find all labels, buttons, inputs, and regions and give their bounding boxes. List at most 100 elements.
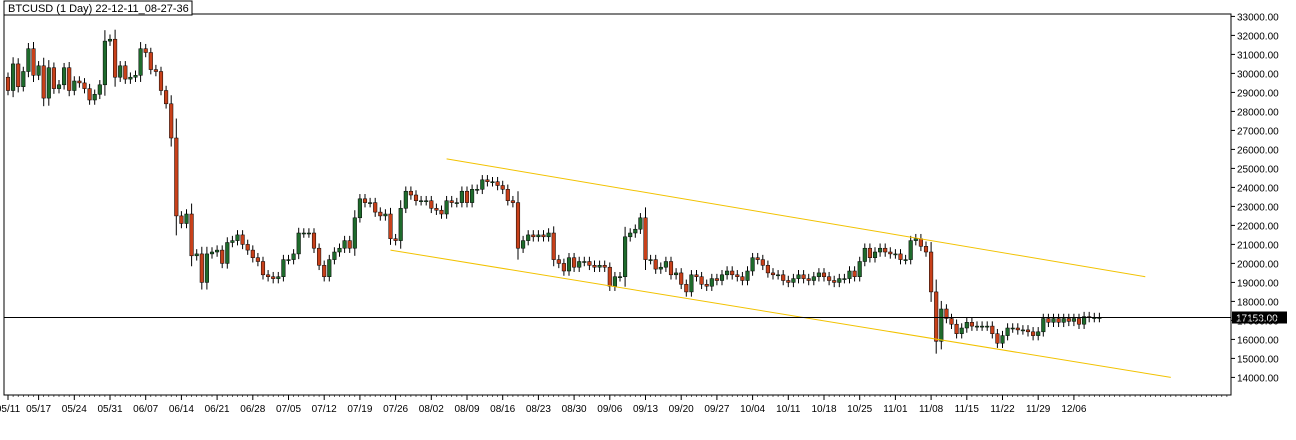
bear-candle <box>735 274 740 277</box>
bull-candle <box>383 213 388 217</box>
bull-candle <box>1082 316 1087 325</box>
bear-candle <box>668 261 674 276</box>
bear-candle <box>643 217 648 260</box>
bear-candle <box>16 63 21 87</box>
bull-candle <box>1010 327 1015 330</box>
bull-candle <box>913 238 918 241</box>
bear-candle <box>730 270 735 276</box>
bear-candle <box>760 259 765 266</box>
bear-candle <box>867 247 872 258</box>
x-tick-label: 08/30 <box>562 404 587 415</box>
x-tick-label: 07/12 <box>312 404 337 415</box>
bear-candle <box>699 276 704 285</box>
bull-candle <box>403 190 408 209</box>
bear-candle <box>51 67 56 89</box>
bull-candle <box>658 266 663 270</box>
bear-candle <box>189 213 194 257</box>
bear-candle <box>531 234 536 238</box>
bear-candle <box>510 200 515 203</box>
bear-candle <box>266 274 271 277</box>
bull-candle <box>470 189 475 203</box>
bear-candle <box>429 200 434 209</box>
bull-candle <box>526 234 531 241</box>
bull-candle <box>194 253 199 257</box>
bear-candle <box>969 322 974 327</box>
bull-candle <box>776 274 781 277</box>
bull-candle <box>352 217 357 249</box>
bear-candle <box>694 274 699 277</box>
bull-candle <box>342 240 347 249</box>
bull-candle <box>689 274 694 293</box>
bull-candle <box>337 247 342 253</box>
bull-candle <box>281 259 286 277</box>
x-tick-label: 09/27 <box>704 404 729 415</box>
bear-candle <box>801 274 806 279</box>
bear-candle <box>373 202 378 213</box>
bull-candle <box>745 270 750 281</box>
bull-candle <box>1071 318 1076 322</box>
x-tick-label: 11/01 <box>883 404 908 415</box>
bear-candle <box>995 333 1000 344</box>
y-tick-label: 20000.00 <box>1237 259 1279 270</box>
bear-candle <box>255 257 260 262</box>
bull-candle <box>368 202 373 204</box>
bull-candle <box>811 276 816 281</box>
bull-candle <box>306 232 311 235</box>
bear-candle <box>1031 331 1036 336</box>
bear-candle <box>500 185 505 190</box>
bull-candle <box>847 270 852 279</box>
bear-candle <box>944 308 949 319</box>
bear-candle <box>770 272 776 276</box>
bear-candle <box>495 181 500 186</box>
bull-candle <box>582 261 587 263</box>
bear-candle <box>515 202 521 249</box>
bear-candle <box>954 323 959 334</box>
bear-candle <box>918 238 923 247</box>
bear-candle <box>31 48 36 76</box>
bull-candle <box>628 232 633 238</box>
bull-candle <box>235 234 240 241</box>
chart-title: BTCUSD (1 Day) 22-12-11_08-27-36 <box>8 3 189 15</box>
bull-candle <box>419 200 424 202</box>
bull-candle <box>1041 318 1046 333</box>
bear-candle <box>740 276 745 281</box>
x-tick-label: 09/06 <box>597 404 622 415</box>
y-tick-label: 18000.00 <box>1237 297 1279 308</box>
bull-candle <box>475 189 480 191</box>
x-tick-label: 10/11 <box>776 404 801 415</box>
bear-candle <box>607 266 612 287</box>
x-tick-label: 11/22 <box>990 404 1015 415</box>
bull-candle <box>577 261 582 268</box>
candles-group <box>5 29 1102 354</box>
bull-candle <box>46 67 51 99</box>
bull-candle <box>674 272 679 276</box>
bear-candle <box>220 249 225 264</box>
bear-candle <box>898 253 903 260</box>
current-price-label-bg <box>1232 311 1287 324</box>
y-tick-label: 29000.00 <box>1237 88 1279 99</box>
x-tick-label: 09/13 <box>633 404 658 415</box>
bear-candle <box>852 270 857 277</box>
bull-candle <box>796 274 801 279</box>
y-tick-label: 24000.00 <box>1237 183 1279 194</box>
bear-candle <box>806 278 811 281</box>
x-tick-label: 11/08 <box>919 404 944 415</box>
y-tick-label: 22000.00 <box>1237 221 1279 232</box>
x-tick-label: 06/07 <box>133 404 158 415</box>
bull-candle <box>327 259 332 277</box>
bear-candle <box>5 76 11 91</box>
bear-candle <box>888 251 893 255</box>
y-tick-label: 21000.00 <box>1237 240 1279 251</box>
bear-candle <box>317 247 322 266</box>
bull-candle <box>939 308 944 342</box>
bear-candle <box>449 200 454 203</box>
bear-candle <box>169 103 174 139</box>
bull-candle <box>459 190 464 203</box>
bull-candle <box>296 232 301 255</box>
bear-candle <box>148 52 153 70</box>
bear-candle <box>923 246 929 253</box>
bull-candle <box>332 251 337 260</box>
bear-candle <box>1056 318 1061 323</box>
bear-candle <box>87 88 92 101</box>
bear-candle <box>322 265 327 277</box>
